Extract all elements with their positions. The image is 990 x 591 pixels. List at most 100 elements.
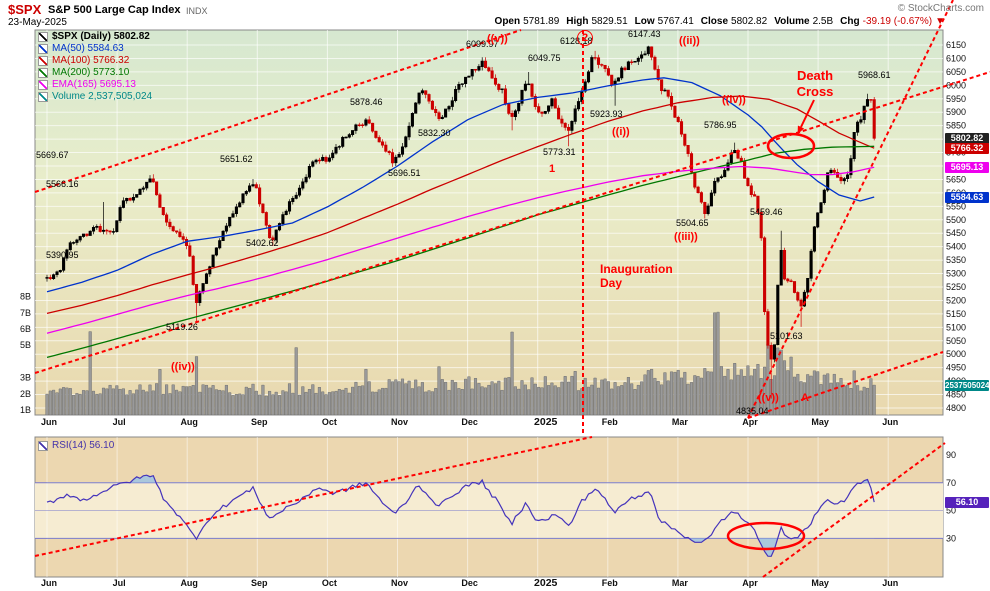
high-value: 5829.51 (591, 16, 628, 27)
price-panel (34, 29, 944, 416)
svg-text:5500: 5500 (946, 215, 966, 225)
svg-text:Mar: Mar (672, 417, 689, 427)
legend-item-volume[interactable]: Volume 2,537,505,024 (38, 91, 152, 103)
symbol-ticker[interactable]: $SPX (8, 2, 42, 17)
death-cross-arrow (800, 99, 815, 128)
open-label: Open (494, 16, 521, 27)
legend-label: RSI(14) 56.10 (52, 440, 115, 451)
svg-text:Jun: Jun (882, 417, 898, 427)
svg-text:1B: 1B (20, 405, 31, 415)
price-series-icon (38, 32, 48, 42)
svg-text:5100: 5100 (946, 322, 966, 332)
ema165-series-icon (38, 80, 48, 90)
rsi-oversold-ellipse (726, 521, 806, 551)
svg-text:90: 90 (946, 450, 956, 460)
legend-item-spx[interactable]: $SPX (Daily) 5802.82 (38, 31, 152, 43)
rsi-line (46, 474, 875, 557)
svg-text:6050: 6050 (946, 67, 966, 77)
volume-bars (45, 311, 876, 415)
svg-text:Apr: Apr (742, 417, 758, 427)
svg-text:Sep: Sep (251, 578, 268, 588)
legend-item-ma100[interactable]: MA(100) 5766.32 (38, 55, 152, 67)
chg-label: Chg (840, 16, 860, 27)
svg-text:Mar: Mar (672, 578, 689, 588)
overlay-line-0 (46, 77, 875, 293)
chart-date: 23-May-2025 (8, 17, 67, 28)
svg-text:Oct: Oct (322, 578, 337, 588)
rsi-legend: RSI(14) 56.10 (38, 440, 114, 452)
svg-text:May: May (811, 417, 829, 427)
rsi-series-icon (38, 441, 48, 451)
svg-text:Apr: Apr (742, 578, 758, 588)
legend-label: $SPX (Daily) 5802.82 (52, 31, 150, 42)
svg-text:Sep: Sep (251, 417, 268, 427)
chg-value: -39.19 (-0.67%) (862, 16, 933, 27)
svg-text:Jul: Jul (113, 417, 126, 427)
svg-text:4850: 4850 (946, 390, 966, 400)
ma50-series-icon (38, 44, 48, 54)
svg-text:2025: 2025 (534, 416, 558, 428)
svg-text:5B: 5B (20, 340, 31, 350)
svg-text:5750: 5750 (946, 148, 966, 158)
svg-text:5950: 5950 (946, 94, 966, 104)
svg-text:50: 50 (946, 506, 956, 516)
legend-item-ma50[interactable]: MA(50) 5584.63 (38, 43, 152, 55)
svg-text:May: May (811, 578, 829, 588)
symbol-exchange: INDX (186, 6, 208, 16)
volume-series-icon (38, 92, 48, 102)
legend-label: Volume 2,537,505,024 (52, 91, 153, 102)
high-label: High (566, 16, 589, 27)
chart-legend: $SPX (Daily) 5802.82 MA(50) 5584.63 MA(1… (38, 31, 152, 103)
svg-text:6100: 6100 (946, 53, 966, 63)
svg-text:3B: 3B (20, 373, 31, 383)
low-value: 5767.41 (657, 16, 694, 27)
svg-text:Jun: Jun (41, 417, 57, 427)
rsi-trend-2 (762, 442, 946, 578)
svg-text:4800: 4800 (946, 403, 966, 413)
svg-text:Dec: Dec (461, 417, 478, 427)
svg-text:5800: 5800 (946, 134, 966, 144)
symbol-name: S&P 500 Large Cap Index (48, 4, 181, 16)
ma100-series-icon (38, 56, 48, 66)
svg-text:Nov: Nov (391, 417, 408, 427)
volume-value: 2.5B (812, 16, 834, 27)
candlesticks-up (45, 45, 870, 363)
svg-text:5550: 5550 (946, 201, 966, 211)
close-value: 5802.82 (731, 16, 768, 27)
overlay-line-1 (46, 95, 875, 315)
svg-text:4950: 4950 (946, 363, 966, 373)
wedge-lower (747, 351, 944, 419)
legend-item-rsi[interactable]: RSI(14) 56.10 (38, 440, 114, 452)
svg-text:Aug: Aug (180, 578, 198, 588)
rsi-trend-1 (34, 436, 593, 557)
svg-text:5600: 5600 (946, 188, 966, 198)
svg-text:2B: 2B (20, 389, 31, 399)
svg-text:8B: 8B (20, 292, 31, 302)
svg-text:70: 70 (946, 478, 956, 488)
copyright-link[interactable]: © StockCharts.com (897, 3, 984, 14)
low-label: Low (634, 16, 655, 27)
svg-text:5700: 5700 (946, 161, 966, 171)
svg-text:30: 30 (946, 533, 956, 543)
svg-text:Oct: Oct (322, 417, 337, 427)
svg-text:5300: 5300 (946, 269, 966, 279)
overlay-line-3 (46, 165, 875, 334)
wedge-steep (747, 0, 954, 419)
svg-text:Jul: Jul (113, 578, 126, 588)
svg-text:Nov: Nov (391, 578, 408, 588)
svg-text:6150: 6150 (946, 40, 966, 50)
volume-label: Volume (774, 16, 810, 27)
svg-text:5850: 5850 (946, 121, 966, 131)
svg-text:Dec: Dec (461, 578, 478, 588)
svg-text:5250: 5250 (946, 282, 966, 292)
svg-text:6000: 6000 (946, 80, 966, 90)
legend-item-ma200[interactable]: MA(200) 5773.10 (38, 67, 152, 79)
svg-text:Feb: Feb (602, 417, 619, 427)
svg-text:5050: 5050 (946, 336, 966, 346)
svg-text:6B: 6B (20, 324, 31, 334)
legend-item-ema165[interactable]: EMA(165) 5695.13 (38, 79, 152, 91)
legend-label: MA(100) 5766.32 (52, 55, 130, 66)
close-label: Close (700, 16, 729, 27)
death-cross-ellipse (766, 132, 816, 160)
